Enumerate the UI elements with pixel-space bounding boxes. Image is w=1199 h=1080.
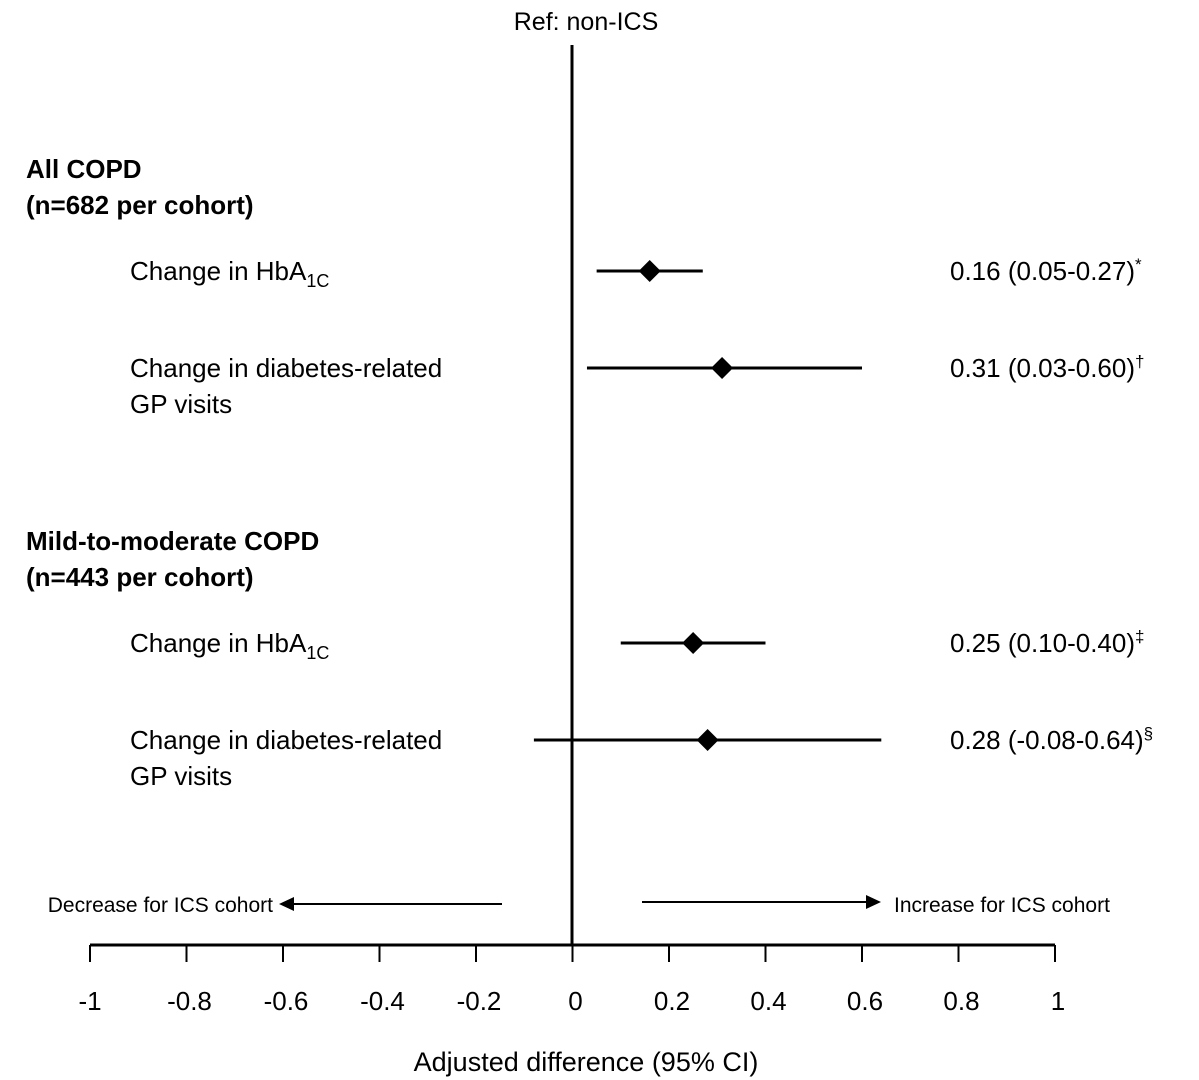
point-estimate-diamond: [638, 260, 661, 282]
row-label: Change in HbA1C: [130, 256, 329, 291]
x-axis: -1 -0.8 -0.6 -0.4 -0.2 0 0.2 0.4 0.6 0.8 1: [78, 943, 1065, 1016]
direction-right-label: Increase for ICS cohort: [894, 894, 1110, 917]
forest-row: Change in diabetes-related GP visits 0.31 …: [130, 352, 1144, 419]
x-tick-label: -0.8: [167, 986, 212, 1016]
row-label: Change in diabetes-related: [130, 353, 442, 383]
point-estimate-diamond: [711, 357, 734, 379]
point-estimate-diamond: [682, 632, 705, 654]
x-tick-label: 0.8: [943, 986, 979, 1016]
direction-right-arrowhead: [866, 895, 881, 909]
row-label-line2: GP visits: [130, 389, 232, 419]
row-label-subscript: 1C: [306, 271, 329, 291]
direction-left: Decrease for ICS cohort: [48, 894, 502, 917]
group-title: All COPD: [26, 154, 142, 184]
row-label: Change in diabetes-related: [130, 725, 442, 755]
group-sample-size: (n=443 per cohort): [26, 562, 254, 592]
forest-row: Change in HbA1C 0.16 (0.05-0.27)*: [130, 255, 1142, 291]
forest-row: Change in HbA1C 0.25 (0.10-0.40)‡: [130, 627, 1144, 663]
row-label-subscript: 1C: [306, 643, 329, 663]
row-label: Change in HbA1C: [130, 628, 329, 663]
estimate-annotation: 0.28 (-0.08-0.64)§: [950, 724, 1153, 755]
direction-right: Increase for ICS cohort: [642, 894, 1110, 917]
x-tick-label: -0.4: [360, 986, 405, 1016]
x-tick-label: -0.6: [264, 986, 309, 1016]
x-tick-label: 0.4: [750, 986, 786, 1016]
groups-layer: All COPD (n=682 per cohort) Change in HbA1…: [26, 154, 1153, 791]
annotation-footnote-marker: *: [1135, 255, 1142, 274]
annotation-footnote-marker: ‡: [1135, 627, 1144, 646]
group: Mild-to-moderate COPD (n=443 per cohort) C…: [26, 526, 1153, 791]
estimate-annotation: 0.16 (0.05-0.27)*: [950, 255, 1142, 286]
annotation-footnote-marker: †: [1135, 352, 1144, 371]
x-tick-label: 0.6: [847, 986, 883, 1016]
reference-label: Ref: non-ICS: [514, 8, 659, 36]
x-axis-title: Adjusted difference (95% CI): [414, 1047, 759, 1077]
estimate-annotation: 0.25 (0.10-0.40)‡: [950, 627, 1144, 658]
x-tick-label: 0: [568, 986, 582, 1016]
estimate-annotation: 0.31 (0.03-0.60)†: [950, 352, 1144, 383]
group-sample-size: (n=682 per cohort): [26, 190, 254, 220]
row-label-line2: GP visits: [130, 761, 232, 791]
x-tick-label: -0.2: [457, 986, 502, 1016]
direction-left-arrowhead: [279, 897, 294, 911]
x-tick-label: 1: [1051, 986, 1065, 1016]
group-title: Mild-to-moderate COPD: [26, 526, 319, 556]
x-tick-label: 0.2: [654, 986, 690, 1016]
direction-left-label: Decrease for ICS cohort: [48, 894, 273, 917]
annotation-footnote-marker: §: [1144, 724, 1153, 743]
point-estimate-diamond: [696, 729, 719, 751]
group: All COPD (n=682 per cohort) Change in HbA1…: [26, 154, 1144, 419]
x-tick-label: -1: [78, 986, 101, 1016]
forest-row: Change in diabetes-related GP visits 0.28 …: [130, 724, 1153, 791]
